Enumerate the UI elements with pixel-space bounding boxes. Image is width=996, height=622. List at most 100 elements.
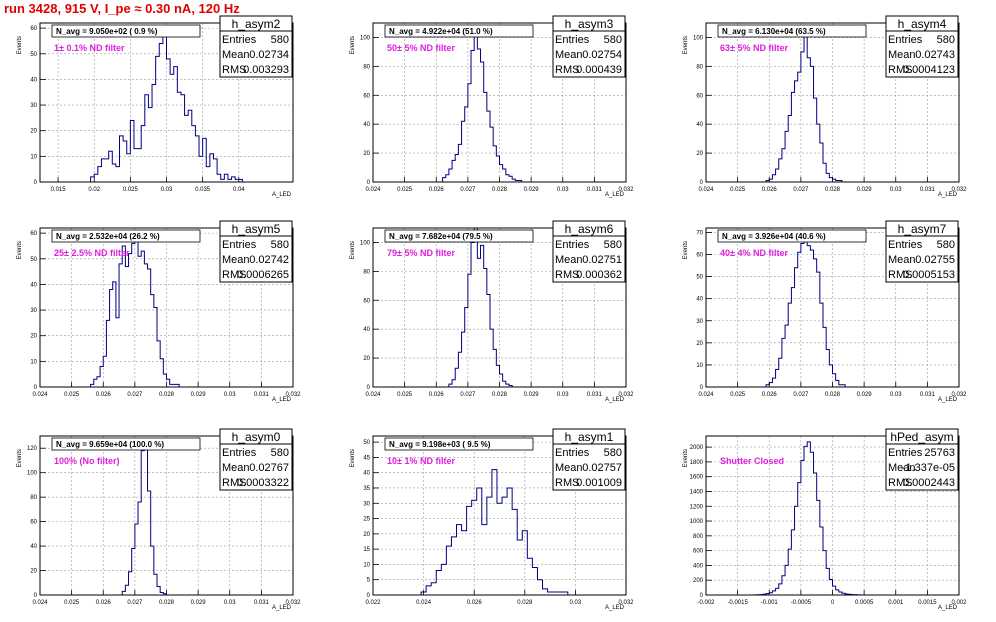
y-tick-label: 5 — [367, 578, 371, 584]
histogram-name: hPed_asym — [890, 430, 953, 444]
y-tick-label: 1200 — [690, 504, 704, 510]
stats-key-mean: Mean — [222, 254, 250, 266]
x-tick-label: 0.028 — [492, 187, 508, 193]
y-tick-label: 60 — [696, 93, 703, 99]
stats-key-entries: Entries — [222, 34, 257, 46]
x-tick-label: 0.024 — [32, 600, 48, 606]
stats-key-rms: RMS — [222, 64, 246, 76]
x-axis-title: A_LED — [938, 605, 958, 611]
x-tick-label: 0.029 — [524, 392, 540, 398]
stats-key-entries: Entries — [222, 447, 257, 459]
stats-key-entries: Entries — [555, 447, 590, 459]
stats-key-mean: Mean — [555, 254, 583, 266]
stats-value-rms: 0.0006265 — [237, 269, 289, 281]
stats-value-entries: 580 — [604, 239, 622, 251]
n-avg-box — [384, 229, 534, 243]
n-avg-box — [51, 24, 201, 38]
y-tick-label: 0 — [367, 385, 371, 391]
stats-key-entries: Entries — [888, 447, 923, 459]
y-tick-label: 60 — [363, 298, 370, 304]
x-tick-label: 0.03 — [161, 187, 173, 193]
filter-label: 10± 1% ND filter — [387, 456, 455, 466]
x-axis-title: A_LED — [272, 397, 292, 403]
x-tick-label: 0.03 — [570, 600, 582, 606]
histogram-name: h_asym6 — [565, 222, 614, 236]
y-tick-label: 50 — [30, 257, 37, 263]
x-tick-label: 0.027 — [460, 392, 476, 398]
stats-box — [885, 30, 959, 78]
x-tick-label: 0.024 — [365, 187, 381, 193]
x-axis-title: A_LED — [605, 397, 625, 403]
y-tick-label: 1600 — [690, 475, 704, 481]
y-tick-label: 50 — [363, 440, 370, 446]
x-tick-label: 0.032 — [951, 392, 967, 398]
histogram-panel-h_asym7: 0.024 0.025 0.026 0.027 0.028 0.029 0.03 0.031 0… — [683, 220, 967, 403]
stats-value-entries: 580 — [271, 239, 289, 251]
run-title: run 3428, 915 V, I_pe ≈ 0.30 nA, 120 Hz — [4, 1, 240, 16]
x-tick-label: 0.026 — [762, 187, 778, 193]
x-tick-label: 0.026 — [762, 392, 778, 398]
x-axis-title: A_LED — [272, 605, 292, 611]
x-tick-label: 0.03 — [224, 600, 236, 606]
stats-value-entries: 25763 — [924, 447, 955, 459]
stats-value-entries: 580 — [937, 239, 955, 251]
histogram-name: h_asym2 — [232, 17, 281, 31]
histogram-panel-h_asym5: 0.024 0.025 0.026 0.027 0.028 0.029 0.03 0.031 0… — [17, 220, 301, 403]
filter-label: 1± 0.1% ND filter — [54, 43, 125, 53]
x-tick-label: -0.001 — [761, 600, 779, 606]
y-tick-label: 20 — [363, 151, 370, 157]
y-tick-label: 45 — [363, 455, 370, 461]
x-tick-label: -0.002 — [697, 600, 715, 606]
histogram-name: h_asym7 — [898, 222, 947, 236]
x-tick-label: 0.024 — [365, 392, 381, 398]
x-tick-label: 0.027 — [793, 392, 809, 398]
histogram-line — [448, 227, 513, 387]
x-axis-title: A_LED — [605, 605, 625, 611]
stats-value-mean: 0.02742 — [249, 254, 289, 266]
x-tick-label: 0.032 — [618, 187, 634, 193]
x-tick-label: 0.015 — [51, 187, 67, 193]
stats-value-rms: 0.001009 — [576, 477, 622, 489]
x-tick-label: 0.024 — [416, 600, 432, 606]
stats-value-entries: 580 — [271, 447, 289, 459]
y-tick-label: 35 — [363, 486, 370, 492]
y-tick-label: 40 — [363, 122, 370, 128]
stats-value-entries: 580 — [271, 34, 289, 46]
x-tick-label: 0.029 — [857, 392, 873, 398]
x-tick-label: 0.022 — [365, 600, 381, 606]
histogram-name: h_asym5 — [232, 222, 281, 236]
stats-box — [552, 235, 626, 283]
y-tick-label: 200 — [693, 578, 704, 584]
stats-key-entries: Entries — [555, 239, 590, 251]
x-tick-label: 0.024 — [698, 392, 714, 398]
stats-key-mean: Mean — [555, 462, 583, 474]
x-tick-label: 0.03 — [890, 392, 902, 398]
stats-key-rms: RMS — [555, 64, 579, 76]
y-tick-label: 100 — [27, 471, 38, 477]
x-tick-label: 0.028 — [159, 600, 175, 606]
x-tick-label: 0.032 — [285, 600, 301, 606]
x-tick-label: 0.03 — [890, 187, 902, 193]
stats-value-rms: 0.000439 — [576, 64, 622, 76]
histogram-line — [420, 469, 569, 595]
y-axis-title: Events — [350, 241, 356, 259]
x-tick-label: 0.027 — [127, 392, 143, 398]
y-tick-label: 20 — [696, 151, 703, 157]
stats-value-rms: 0.0004123 — [903, 64, 955, 76]
filter-label: 40± 4% ND filter — [720, 248, 788, 258]
y-tick-label: 60 — [30, 231, 37, 237]
x-tick-label: 0.028 — [492, 392, 508, 398]
stats-value-mean: -1.337e-05 — [902, 462, 955, 474]
y-tick-label: 15 — [363, 547, 370, 553]
x-tick-label: 0.026 — [96, 392, 112, 398]
stats-key-rms: RMS — [888, 64, 912, 76]
y-axis-title: Events — [17, 449, 23, 467]
histogram-line — [442, 29, 523, 182]
y-tick-label: 0 — [34, 593, 38, 599]
y-tick-label: 30 — [30, 308, 37, 314]
y-tick-label: 30 — [30, 103, 37, 109]
y-tick-label: 80 — [696, 64, 703, 70]
n-avg-label: N_avg = 9.198e+03 ( 9.5 %) — [389, 440, 491, 449]
filter-label: 79± 5% ND filter — [387, 248, 455, 258]
